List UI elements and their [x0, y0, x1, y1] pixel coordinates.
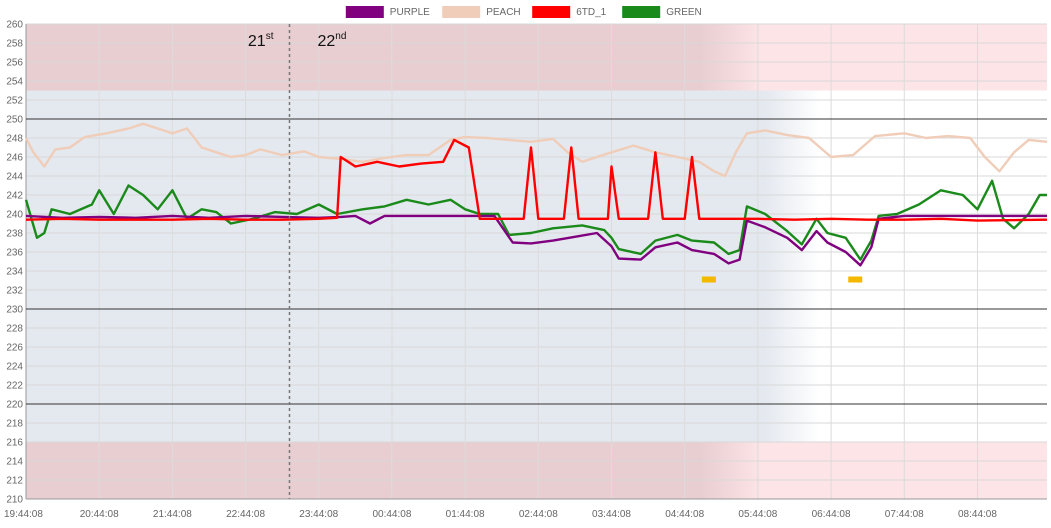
x-tick-label-2: 21:44:08	[153, 509, 192, 520]
y-tick-label-258: 258	[6, 39, 23, 50]
y-tick-label-214: 214	[6, 457, 23, 468]
x-tick-label-11: 06:44:08	[812, 509, 851, 520]
y-tick-label-260: 260	[6, 20, 23, 31]
bands-layer	[26, 24, 1047, 499]
legend-swatch	[345, 6, 384, 18]
series-line-purple	[25, 214, 1047, 267]
band-1	[26, 442, 1047, 499]
band-0	[26, 24, 1047, 91]
y-tick-label-256: 256	[6, 58, 23, 69]
y-tick-label-232: 232	[6, 286, 23, 297]
y-tick-label-248: 248	[6, 134, 23, 145]
y-tick-label-220: 220	[6, 400, 23, 411]
y-tick-label-244: 244	[6, 172, 23, 183]
y-tick-label-218: 218	[6, 419, 23, 430]
y-tick-label-212: 212	[6, 476, 23, 487]
x-tick-label-4: 23:44:08	[299, 509, 338, 520]
day-label-left: 21st	[248, 31, 274, 50]
x-tick-label-5: 00:44:08	[372, 509, 411, 520]
y-tick-label-252: 252	[6, 96, 23, 107]
legend-label: PEACH	[486, 7, 520, 18]
legend-item-peach: PEACH	[442, 6, 521, 18]
series-line-peach	[24, 122, 1048, 178]
y-tick-label-250: 250	[6, 115, 23, 126]
legend-item-purple: PURPLE	[345, 6, 430, 18]
y-tick-label-216: 216	[6, 438, 23, 449]
legend-swatch	[442, 6, 481, 18]
legend-swatch	[532, 6, 571, 18]
marker-layer	[701, 276, 863, 283]
marker-1	[848, 276, 863, 283]
x-tick-label-1: 20:44:08	[80, 509, 119, 520]
y-tick-label-240: 240	[6, 210, 23, 221]
y-tick-label-236: 236	[6, 248, 23, 259]
series-line-green	[24, 179, 1047, 261]
legend-label: 6TD_1	[576, 7, 606, 18]
x-tick-label-10: 05:44:08	[738, 509, 777, 520]
y-tick-label-234: 234	[6, 267, 23, 278]
y-tick-label-226: 226	[6, 343, 23, 354]
y-tick-label-242: 242	[6, 191, 23, 202]
y-tick-label-238: 238	[6, 229, 23, 240]
y-tick-label-210: 210	[6, 495, 23, 506]
y-tick-label-228: 228	[6, 324, 23, 335]
series-line-6td-1	[25, 138, 1048, 222]
legend-label: GREEN	[666, 7, 702, 18]
y-tick-label-254: 254	[6, 77, 23, 88]
legend-item-green: GREEN	[622, 6, 702, 18]
y-tick-label-230: 230	[6, 305, 23, 316]
series-layer	[24, 122, 1048, 267]
x-tick-label-3: 22:44:08	[226, 509, 265, 520]
day-label-right: 22nd	[317, 31, 346, 50]
band-2	[26, 90, 820, 442]
x-tick-label-9: 04:44:08	[665, 509, 704, 520]
y-tick-label-224: 224	[6, 362, 23, 373]
x-tick-label-8: 03:44:08	[592, 509, 631, 520]
x-tick-label-6: 01:44:08	[446, 509, 485, 520]
x-tick-label-7: 02:44:08	[519, 509, 558, 520]
x-tick-label-0: 19:44:08	[4, 509, 43, 520]
legend-label: PURPLE	[390, 7, 430, 18]
legend: PURPLE PEACH 6TD_1 GREEN	[345, 6, 702, 18]
axis-layer: 210 212 214 216 218 220 222 224 226 228 230 232 234 2…	[4, 20, 997, 521]
y-tick-label-246: 246	[6, 153, 23, 164]
day-marker-layer: 21st 22nd	[248, 24, 346, 499]
legend-item-6td-1: 6TD_1	[532, 6, 607, 18]
legend-swatch	[622, 6, 661, 18]
y-tick-label-222: 222	[6, 381, 23, 392]
x-tick-label-12: 07:44:08	[885, 509, 924, 520]
x-tick-label-13: 08:44:08	[958, 509, 997, 520]
threshold-layer	[26, 118, 1047, 405]
marker-0	[701, 276, 716, 283]
